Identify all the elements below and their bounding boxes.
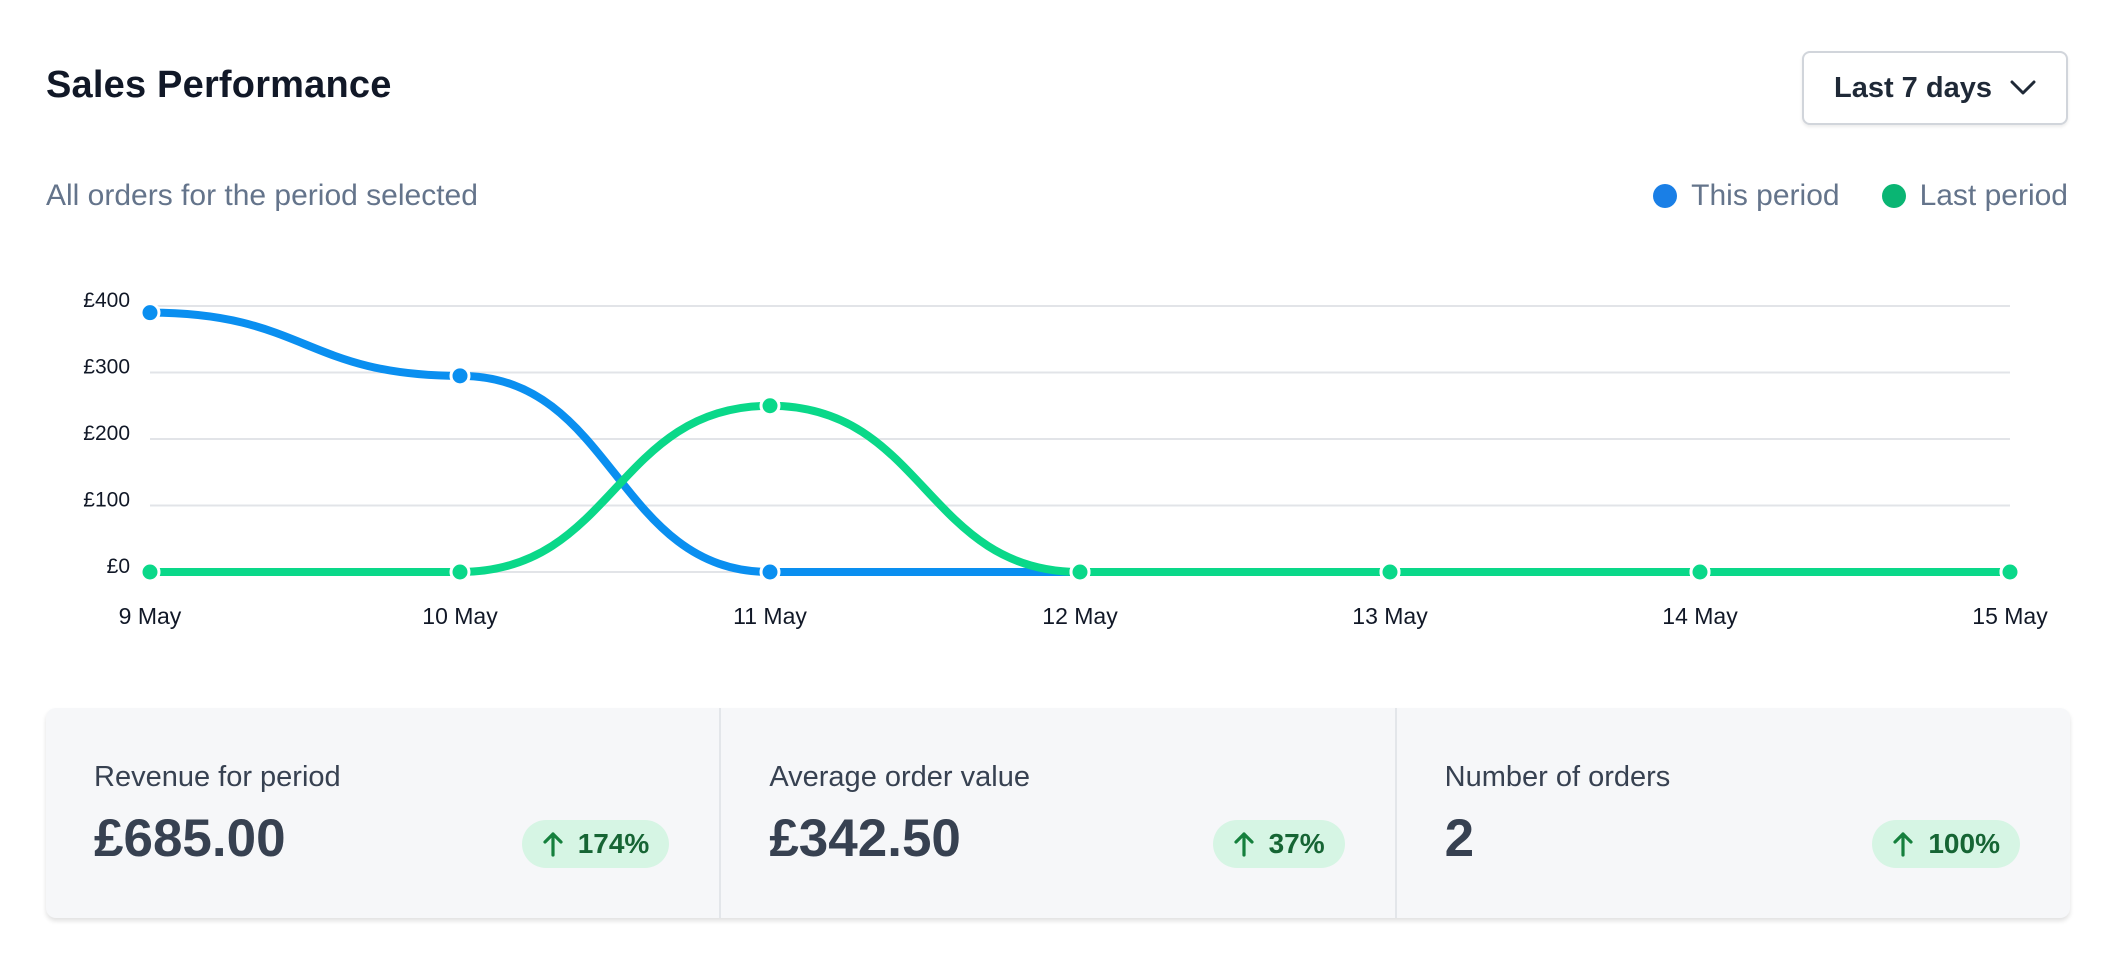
y-tick-label: £0 <box>107 555 130 578</box>
y-tick-label: £400 <box>83 289 130 312</box>
legend-this-period-label: This period <box>1691 179 1840 212</box>
stat-value: 2 <box>1444 809 1475 868</box>
stat-label: Number of orders <box>1444 761 1671 793</box>
chart-subtitle: All orders for the period selected <box>46 179 478 212</box>
y-tick-label: £300 <box>83 356 130 379</box>
data-point-last-period[interactable] <box>1379 561 1401 583</box>
arrow-up-icon <box>543 832 563 857</box>
last-period-dot-icon <box>1881 184 1906 208</box>
stats-panel: Revenue for period £685.00 174% Average … <box>46 708 2070 918</box>
data-point-last-period[interactable] <box>139 561 161 583</box>
data-point-last-period[interactable] <box>759 395 781 417</box>
x-tick-label: 11 May <box>733 603 807 629</box>
stat-label: Average order value <box>769 761 1030 793</box>
page-title: Sales Performance <box>46 64 392 106</box>
sales-line-chart: £400 £300 £200 £100 £0 9 May 10 May 11 May 12 M… <box>83 289 2048 629</box>
data-point-this-period[interactable] <box>449 365 471 387</box>
series-line-last-period <box>146 401 2014 576</box>
stat-revenue: Revenue for period £685.00 174% <box>46 708 722 918</box>
period-dropdown-value: Last 7 days <box>1834 71 1992 104</box>
stat-label: Revenue for period <box>94 761 341 793</box>
y-tick-label: £200 <box>83 422 130 445</box>
arrow-up-icon <box>1234 832 1254 857</box>
stat-value: £685.00 <box>94 809 286 868</box>
change-badge: 100% <box>1872 820 2020 868</box>
change-value: 174% <box>577 828 650 859</box>
x-tick-label: 14 May <box>1662 603 1738 629</box>
stat-value: £342.50 <box>769 809 961 868</box>
data-point-last-period[interactable] <box>1999 561 2021 583</box>
period-dropdown[interactable]: Last 7 days <box>1802 51 2068 125</box>
legend-last-period[interactable]: Last period <box>1881 179 2068 213</box>
data-point-this-period[interactable] <box>759 561 781 583</box>
stat-average-order: Average order value £342.50 37% <box>721 708 1397 918</box>
change-value: 100% <box>1928 828 2000 859</box>
change-badge: 37% <box>1212 820 1345 868</box>
this-period-dot-icon <box>1653 184 1678 208</box>
data-point-last-period[interactable] <box>449 561 471 583</box>
change-value: 37% <box>1268 828 1325 859</box>
change-badge: 174% <box>521 820 670 868</box>
legend-this-period[interactable]: This period <box>1653 179 1840 213</box>
x-tick-label: 10 May <box>422 603 498 629</box>
x-tick-label: 9 May <box>119 603 182 629</box>
series-line-this-period <box>146 308 2014 576</box>
y-tick-label: £100 <box>83 489 130 512</box>
x-tick-label: 13 May <box>1352 603 1428 629</box>
x-tick-label: 12 May <box>1042 603 1118 629</box>
chevron-down-icon <box>2010 80 2036 95</box>
data-point-last-period[interactable] <box>1689 561 1711 583</box>
x-tick-label: 15 May <box>1972 603 2048 629</box>
legend-last-period-label: Last period <box>1919 179 2068 212</box>
chart-legend: This period Last period <box>1611 179 2068 213</box>
data-point-last-period[interactable] <box>1069 561 1091 583</box>
stat-orders: Number of orders 2 100% <box>1397 708 2070 918</box>
arrow-up-icon <box>1893 832 1913 857</box>
data-point-this-period[interactable] <box>139 302 161 324</box>
